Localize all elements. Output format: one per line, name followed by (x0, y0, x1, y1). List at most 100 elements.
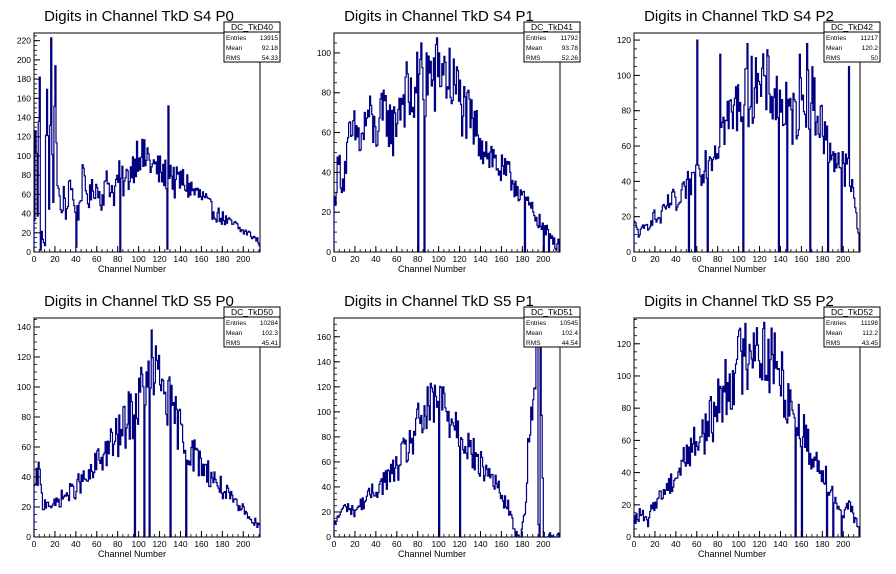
x-tick-label: 180 (515, 254, 529, 264)
x-tick-label: 20 (50, 254, 60, 264)
y-tick-label: 60 (322, 457, 332, 467)
stats-key: Entries (226, 320, 247, 327)
x-tick-label: 60 (692, 254, 702, 264)
plot-frame (33, 317, 261, 538)
stats-box-name: DC_TkD50 (231, 307, 273, 317)
plot-frame (633, 32, 861, 253)
histogram-panel: Digits in Channel TkD S5 P1 0 20 40 60 80 100 1… (317, 293, 581, 559)
histogram-panel: Digits in Channel TkD S4 P2 0 20 40 60 80 100 1… (617, 8, 881, 274)
y-tick-label: 20 (622, 212, 632, 222)
x-tick-label: 160 (794, 254, 808, 264)
stats-value: 102.4 (562, 330, 579, 337)
x-tick-label: 0 (332, 539, 337, 549)
stats-value: 11217 (860, 35, 878, 42)
y-tick-label: 40 (622, 176, 632, 186)
x-tick-label: 140 (173, 254, 187, 264)
x-tick-label: 60 (392, 539, 402, 549)
stats-value: 50 (871, 55, 879, 62)
stats-box (223, 21, 281, 63)
x-tick-label: 60 (392, 254, 402, 264)
x-axis-label: Channel Number (398, 549, 466, 559)
x-tick-label: 80 (713, 539, 723, 549)
stats-key: Entries (226, 35, 247, 42)
x-tick-label: 180 (815, 254, 829, 264)
y-tick-label: 0 (326, 532, 331, 542)
histogram-panel: Digits in Channel TkD S5 P0 0 20 40 60 80 100 1… (17, 293, 281, 559)
x-tick-label: 80 (113, 539, 123, 549)
y-tick-label: 40 (22, 209, 32, 219)
y-tick-label: 200 (17, 55, 31, 65)
x-tick-label: 20 (650, 539, 660, 549)
y-tick-label: 100 (617, 371, 631, 381)
chart-title: Digits in Channel TkD S4 P0 (44, 8, 234, 25)
x-axis-label: Channel Number (398, 264, 466, 274)
y-tick-label: 40 (622, 468, 632, 478)
x-axis-label: Channel Number (698, 264, 766, 274)
y-tick-label: 100 (317, 48, 331, 58)
y-tick-label: 220 (17, 36, 31, 46)
y-tick-label: 140 (17, 322, 31, 332)
stats-key: Mean (826, 330, 843, 337)
y-tick-label: 80 (622, 403, 632, 413)
stats-box-name: DC_TkD41 (531, 22, 573, 32)
y-tick-label: 20 (322, 507, 332, 517)
x-tick-label: 160 (194, 539, 208, 549)
stats-key: RMS (526, 55, 541, 62)
chart-title: Digits in Channel TkD S5 P2 (644, 293, 834, 310)
y-tick-label: 140 (17, 113, 31, 123)
stats-value: 112.2 (862, 330, 878, 337)
x-tick-label: 140 (173, 539, 187, 549)
x-tick-label: 120 (752, 254, 766, 264)
x-tick-label: 120 (452, 539, 466, 549)
y-tick-label: 60 (22, 442, 32, 452)
y-tick-label: 120 (17, 352, 31, 362)
x-tick-label: 0 (332, 254, 337, 264)
y-tick-label: 20 (22, 228, 32, 238)
x-tick-label: 100 (732, 539, 746, 549)
histogram-series (633, 321, 861, 538)
x-tick-label: 60 (692, 539, 702, 549)
x-tick-label: 140 (773, 539, 787, 549)
y-tick-label: 160 (317, 332, 331, 342)
stats-value: 102.3 (262, 330, 279, 337)
y-tick-label: 0 (26, 532, 31, 542)
x-tick-label: 140 (473, 254, 487, 264)
histogram-series (333, 37, 560, 253)
x-tick-label: 40 (671, 539, 681, 549)
stats-box (523, 306, 581, 348)
y-tick-label: 20 (622, 500, 632, 510)
stats-box (523, 21, 581, 63)
stats-key: RMS (526, 340, 541, 347)
stats-key: RMS (226, 340, 241, 347)
stats-value: 10284 (260, 320, 278, 327)
stats-box (223, 306, 281, 348)
x-tick-label: 0 (32, 254, 37, 264)
stats-value: 45.41 (262, 340, 279, 347)
x-tick-label: 0 (632, 254, 637, 264)
stats-value: 93.78 (562, 45, 579, 52)
stats-key: Entries (526, 320, 547, 327)
plot-frame (333, 317, 561, 538)
x-tick-label: 160 (794, 539, 808, 549)
x-tick-label: 200 (536, 254, 550, 264)
stats-value: 11198 (861, 320, 878, 327)
stats-box (823, 21, 881, 63)
stats-key: RMS (226, 55, 241, 62)
histogram-panel: Digits in Channel TkD S4 P0 0 20 40 60 80 100 1… (17, 8, 281, 274)
x-tick-label: 100 (132, 254, 146, 264)
y-tick-label: 160 (17, 93, 31, 103)
x-tick-label: 20 (350, 254, 360, 264)
y-tick-label: 80 (22, 170, 32, 180)
x-tick-label: 100 (732, 254, 746, 264)
stats-box-name: DC_TkD51 (531, 307, 573, 317)
stats-key: RMS (826, 55, 841, 62)
y-tick-label: 0 (626, 247, 631, 257)
y-tick-label: 100 (617, 70, 631, 80)
x-tick-label: 180 (215, 254, 229, 264)
x-axis-label: Channel Number (98, 264, 166, 274)
x-axis-label: Channel Number (698, 549, 766, 559)
stats-box-name: DC_TkD40 (231, 22, 273, 32)
y-tick-label: 80 (22, 412, 32, 422)
x-tick-label: 40 (71, 539, 81, 549)
histogram-series (633, 39, 861, 253)
